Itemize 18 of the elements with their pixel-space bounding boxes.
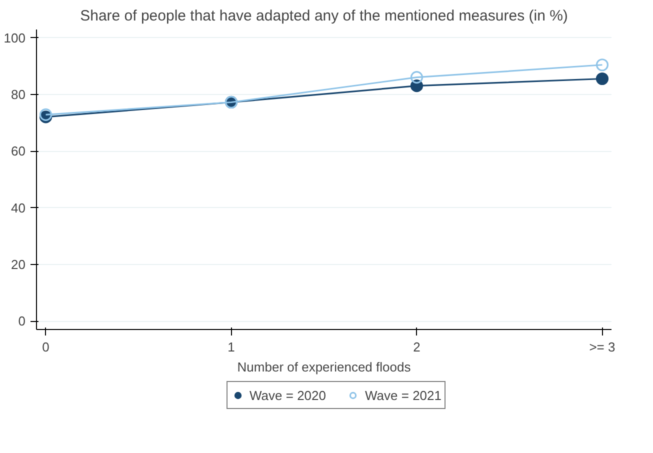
- x-tick-label: >= 3: [589, 340, 616, 354]
- y-tick-label: 40: [11, 200, 26, 216]
- legend-label: Wave = 2020: [250, 388, 326, 402]
- point: [410, 71, 424, 84]
- x-tick-label: 0: [42, 340, 50, 354]
- x-tick-label: 1: [228, 340, 235, 354]
- y-tick-label: 60: [11, 144, 26, 159]
- x-tick-label: 2: [413, 340, 420, 354]
- chart-title: Share of people that have adapted any of the mentioned measures (in %): [80, 8, 568, 24]
- y-tick-label: 0: [18, 314, 26, 329]
- legend-label: Wave = 2021: [365, 388, 442, 402]
- y-tick-label: 80: [11, 87, 26, 102]
- point: [39, 108, 52, 121]
- point: [596, 72, 609, 86]
- y-tick-label: 100: [4, 30, 26, 46]
- x-axis-title: Number of experienced floods: [237, 360, 412, 374]
- y-tick-label: 20: [11, 256, 26, 272]
- point: [596, 58, 609, 72]
